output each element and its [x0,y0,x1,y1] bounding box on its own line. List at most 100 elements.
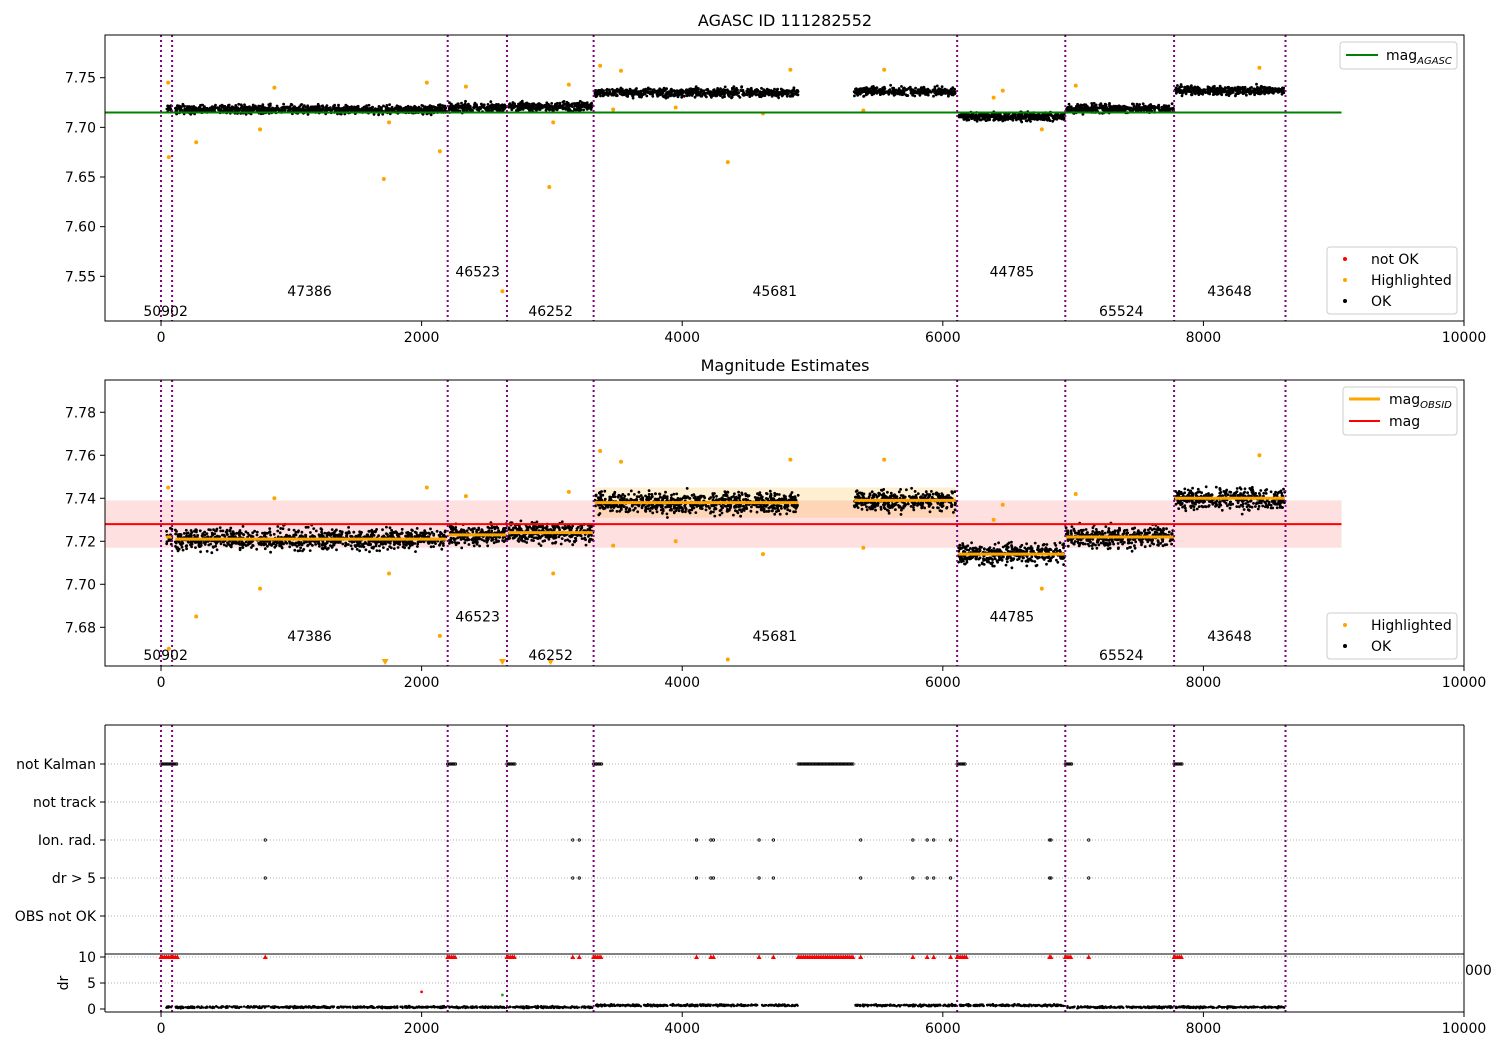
ok-point [571,105,574,108]
ok-point [659,88,663,92]
ok-point [238,546,242,550]
ok-point [1179,90,1183,93]
ok-point [612,93,616,97]
ok-point [673,89,677,93]
ok-point [345,109,349,112]
ok-point [568,107,571,111]
ok-point [590,101,593,105]
ok-point [720,89,724,92]
ok-point [410,533,413,536]
ok-point [521,102,525,106]
ok-point [703,94,707,97]
x-tick-label: 6000 [925,330,961,346]
ok-point [244,544,248,547]
ok-point [1109,105,1112,108]
ok-point [216,106,220,110]
ok-point [400,527,404,531]
ok-point [576,106,580,109]
ok-point [1252,90,1256,94]
ok-point [887,91,891,95]
ok-point [953,91,957,95]
ok-point [432,532,436,536]
ok-point [631,92,635,96]
ok-point [1274,88,1278,92]
ok-point [872,85,875,88]
ok-point [1015,118,1018,122]
ok-point [306,105,310,108]
ok-point [272,532,276,536]
ok-point [585,107,589,111]
ok-point [619,86,623,90]
ok-point [484,107,487,111]
ok-point [1196,91,1200,95]
ok-point [988,115,992,119]
ok-point [413,535,417,538]
ok-point [475,104,479,108]
ok-point [255,530,259,534]
ok-point [400,106,403,110]
ok-point [413,542,417,545]
ok-point [404,534,407,538]
ok-point [1190,93,1194,97]
ok-point [415,533,419,537]
ok-point [598,89,601,93]
ok-point [271,106,275,110]
ok-point [377,534,380,538]
ok-point [1163,107,1167,110]
ok-point [1153,105,1156,108]
ok-point [257,542,261,546]
ok-point [676,90,680,94]
ok-point [1067,102,1071,106]
ok-point [263,547,267,551]
obsid-label: 50902 [143,304,188,320]
ok-point [195,107,199,111]
ok-point [308,549,312,552]
highlighted-point [725,160,730,165]
ok-point [453,541,457,544]
ok-point [1031,114,1034,118]
ok-point [429,545,433,549]
ok-point [379,106,383,110]
ok-point [1221,88,1225,92]
ok-point [205,549,209,553]
ok-point [209,106,213,110]
ok-point [1086,108,1090,111]
highlighted-point [1073,83,1078,88]
x-tick-label: 0 [157,330,166,346]
ok-point [986,118,989,122]
ok-point [300,530,304,534]
ok-point [615,94,619,97]
ok-point [561,105,565,109]
ok-point [1193,86,1197,89]
ok-point [402,542,406,546]
ok-point [294,533,298,537]
ok-point [425,108,429,112]
highlighted-point [788,67,793,72]
ok-point [1215,86,1219,90]
ok-point [377,540,380,544]
ok-point [243,103,246,107]
ok-point [241,107,245,111]
ok-point [459,104,462,108]
ok-point [177,540,181,544]
ok-point [340,530,344,534]
ok-point [450,102,453,106]
ok-point [197,105,201,109]
ok-point [248,542,252,545]
ok-point [397,105,401,109]
ok-point [628,89,632,93]
ok-point [464,99,467,103]
ok-point [421,533,425,537]
panel-1-legend-upper: magAGASC [1339,41,1458,70]
ok-point [275,541,279,545]
ok-point [198,545,202,548]
ok-point [634,87,638,91]
ok-point [301,106,305,109]
ok-point [332,543,336,547]
ok-point [386,548,390,551]
ok-point [1219,86,1223,90]
ok-point [240,531,243,535]
ok-point [932,88,936,91]
ok-point [1065,107,1069,111]
